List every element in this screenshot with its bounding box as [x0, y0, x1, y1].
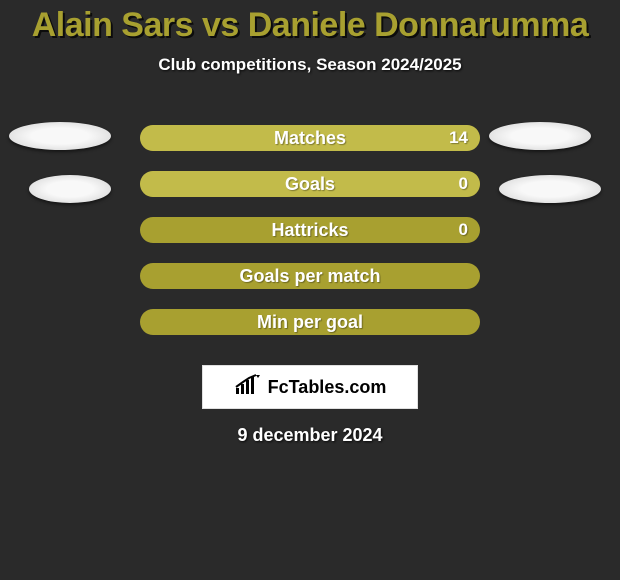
- subtitle-text: Club competitions, Season 2024/2025: [158, 55, 461, 74]
- stat-label: Goals per match: [239, 266, 380, 287]
- title-text: Alain Sars vs Daniele Donnarumma: [32, 6, 589, 44]
- player-ellipse: [29, 175, 111, 203]
- stat-row: Hattricks 0: [0, 207, 620, 253]
- stat-value-right: 14: [449, 128, 468, 148]
- date: 9 december 2024: [0, 425, 620, 446]
- stat-bar: Min per goal: [140, 309, 480, 335]
- badge-text: FcTables.com: [268, 377, 387, 398]
- player-ellipse: [489, 122, 591, 150]
- stat-bar: Matches 14: [140, 125, 480, 151]
- stat-bar: Goals per match: [140, 263, 480, 289]
- page-title: Alain Sars vs Daniele Donnarumma: [0, 0, 620, 45]
- player-ellipse: [499, 175, 601, 203]
- player-ellipse: [9, 122, 111, 150]
- stat-label: Hattricks: [271, 220, 348, 241]
- stat-row: Min per goal: [0, 299, 620, 345]
- stat-bar: Hattricks 0: [140, 217, 480, 243]
- stat-row: Goals per match: [0, 253, 620, 299]
- stat-value-right: 0: [459, 220, 468, 240]
- subtitle: Club competitions, Season 2024/2025: [0, 55, 620, 75]
- stat-value-right: 0: [459, 174, 468, 194]
- source-badge: FcTables.com: [202, 365, 418, 409]
- date-text: 9 december 2024: [237, 425, 382, 445]
- stat-label: Goals: [285, 174, 335, 195]
- stat-bar: Goals 0: [140, 171, 480, 197]
- stat-label: Min per goal: [257, 312, 363, 333]
- stat-label: Matches: [274, 128, 346, 149]
- chart-icon: [234, 374, 262, 401]
